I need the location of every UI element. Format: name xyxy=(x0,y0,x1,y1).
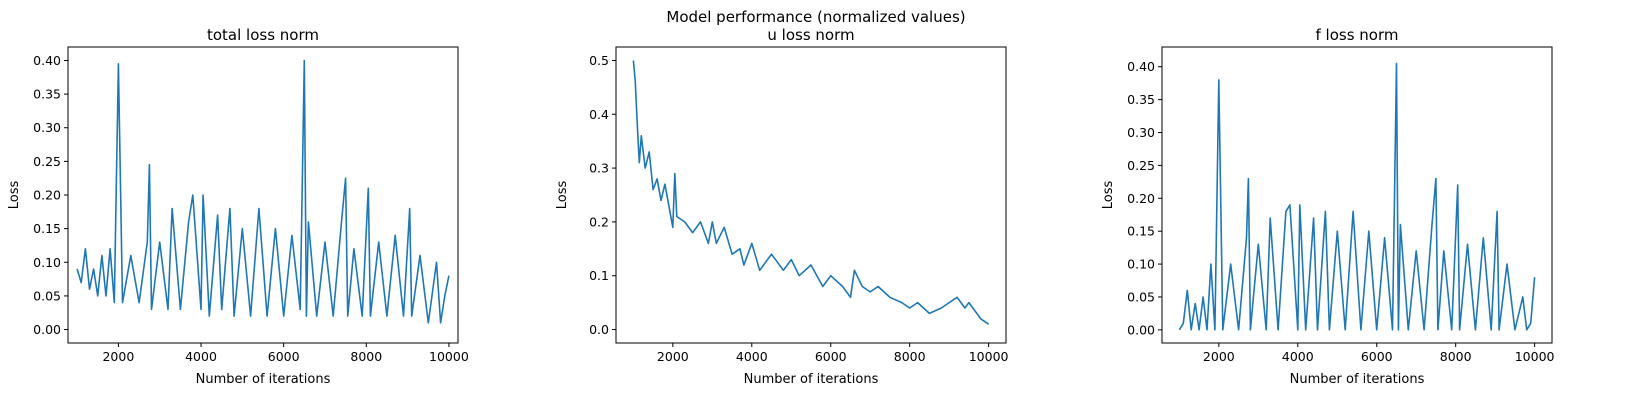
x-tick-label: 4000 xyxy=(1282,349,1314,364)
y-tick-label: 0.15 xyxy=(1127,224,1155,239)
y-axis-label: Loss xyxy=(7,181,22,210)
y-tick-label: 0.05 xyxy=(33,288,61,303)
subplot-title: u loss norm xyxy=(767,26,854,44)
x-axis-label: Number of iterations xyxy=(744,372,879,387)
subplot-u-loss: u loss norm 2000 4000 6000 8000 10000 0.0 0.1 0… xyxy=(555,26,1009,387)
axes-frame xyxy=(615,46,1007,344)
x-tick-label: 6000 xyxy=(815,349,847,364)
figure-suptitle: Model performance (normalized values) xyxy=(666,8,965,26)
plot-area: 2000 4000 6000 8000 10000 0.0 0.1 0.2 0.3 0.4 0.5 xyxy=(589,46,1009,364)
series-line xyxy=(76,59,450,324)
y-tick-label: 0.10 xyxy=(33,255,61,270)
y-tick-label: 0.10 xyxy=(1127,257,1155,272)
y-tick-label: 0.4 xyxy=(589,107,609,122)
y-tick-label: 0.3 xyxy=(589,161,609,176)
y-tick-label: 0.25 xyxy=(1127,158,1155,173)
x-tick-label: 2000 xyxy=(102,349,134,364)
axes-frame xyxy=(1161,46,1553,344)
x-axis-label: Number of iterations xyxy=(196,372,331,387)
y-tick-label: 0.20 xyxy=(1127,191,1155,206)
subplot-total-loss: total loss norm 2000 4000 6000 8000 10000 0.0… xyxy=(7,26,469,387)
y-tick-label: 0.20 xyxy=(33,188,61,203)
y-tick-label: 0.00 xyxy=(1127,322,1155,337)
x-tick-label: 2000 xyxy=(1203,349,1235,364)
x-tick-label: 6000 xyxy=(268,349,300,364)
y-tick-label: 0.40 xyxy=(1127,59,1155,74)
y-tick-label: 0.05 xyxy=(1127,289,1155,304)
x-tick-label: 2000 xyxy=(657,349,689,364)
y-tick-label: 0.5 xyxy=(589,53,609,68)
x-tick-label: 10000 xyxy=(969,349,1009,364)
series-line xyxy=(632,60,990,325)
y-tick-label: 0.0 xyxy=(589,322,609,337)
x-tick-label: 4000 xyxy=(736,349,768,364)
y-tick-label: 0.25 xyxy=(33,154,61,169)
y-tick-label: 0.35 xyxy=(33,87,61,102)
y-tick-label: 0.35 xyxy=(1127,92,1155,107)
y-axis-label: Loss xyxy=(1101,181,1116,210)
plot-area: 2000 4000 6000 8000 10000 0.00 0.05 0.10 0.15 0.2… xyxy=(1127,46,1555,364)
y-tick-label: 0.30 xyxy=(1127,125,1155,140)
y-tick-label: 0.2 xyxy=(589,214,609,229)
x-tick-label: 4000 xyxy=(185,349,217,364)
x-tick-label: 6000 xyxy=(1361,349,1393,364)
x-tick-label: 10000 xyxy=(1515,349,1555,364)
y-tick-label: 0.15 xyxy=(33,221,61,236)
y-tick-label: 0.00 xyxy=(33,322,61,337)
series-line xyxy=(1178,62,1536,331)
x-tick-label: 8000 xyxy=(1440,349,1472,364)
x-tick-label: 8000 xyxy=(350,349,382,364)
axes-frame xyxy=(67,46,459,344)
x-tick-label: 10000 xyxy=(429,349,469,364)
y-tick-label: 0.1 xyxy=(589,268,609,283)
x-tick-label: 8000 xyxy=(894,349,926,364)
y-tick-label: 0.40 xyxy=(33,53,61,68)
y-tick-label: 0.30 xyxy=(33,120,61,135)
subplot-title: total loss norm xyxy=(207,26,319,44)
subplot-f-loss: f loss norm 2000 4000 6000 8000 10000 0.00 0.0… xyxy=(1101,26,1555,387)
y-axis-label: Loss xyxy=(555,181,570,210)
subplot-title: f loss norm xyxy=(1316,26,1399,44)
x-axis-label: Number of iterations xyxy=(1290,372,1425,387)
plot-area: 2000 4000 6000 8000 10000 0.00 0.05 0.10 0.15 0.2… xyxy=(33,46,469,364)
